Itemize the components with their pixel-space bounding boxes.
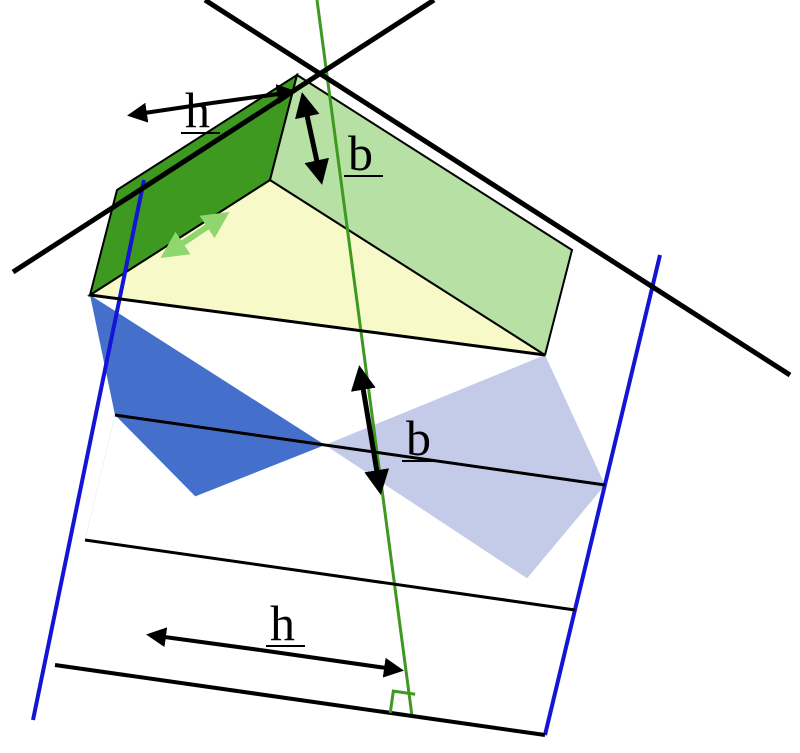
green-axis: [317, 0, 412, 716]
triangle-area-diagram: h b b h: [0, 0, 800, 753]
label-h-top: h: [185, 82, 210, 138]
label-h-bot: h: [270, 595, 295, 651]
label-b-top: b: [348, 125, 373, 181]
label-b-mid: b: [406, 410, 431, 466]
